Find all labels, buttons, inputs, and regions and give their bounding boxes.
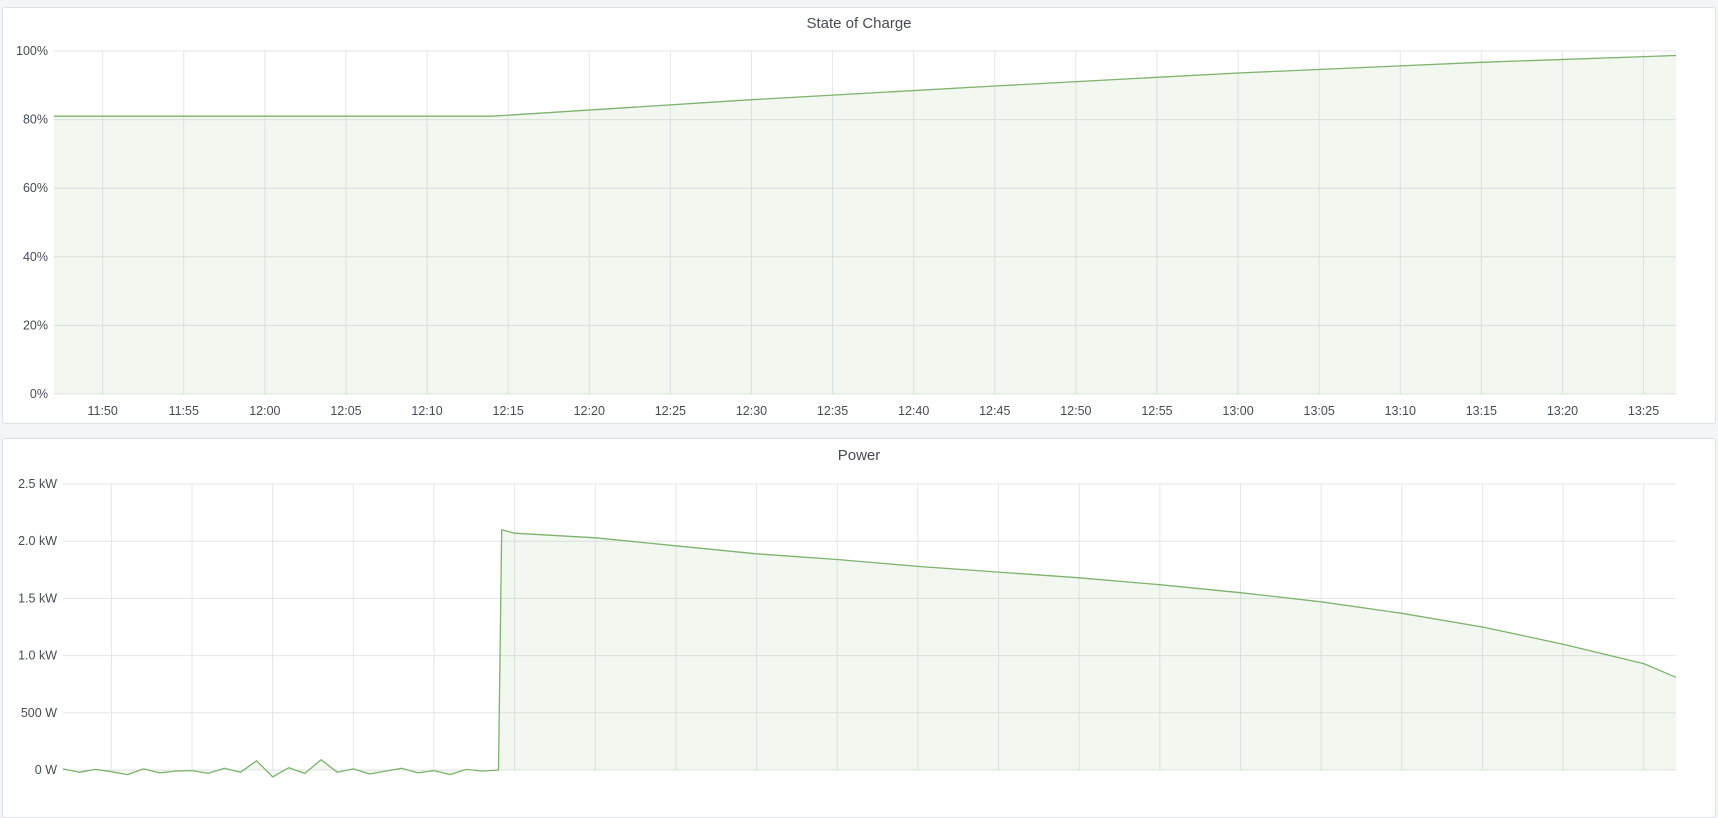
soc-panel: State of Charge 0% 20% 40% 60% 80% 100% 11:50 1… [2,7,1716,424]
x-tick-label: 13:15 [1466,404,1497,418]
y-tick-label: 20% [23,318,48,332]
y-tick-label: 2.0 kW [18,534,57,548]
power-chart: 0 W 500 W 1.0 kW 1.5 kW 2.0 kW 2.5 kW [18,477,1677,778]
x-tick-label: 12:15 [493,404,524,418]
soc-chart: 0% 20% 40% 60% 80% 100% 11:50 11:55 12:00 12:05 12… [16,44,1677,418]
x-tick-label: 12:10 [411,404,442,418]
x-tick-label: 11:50 [87,404,117,418]
x-tick-label: 12:30 [736,404,767,418]
y-tick-label: 1.5 kW [18,591,57,605]
y-tick-label: 0% [30,387,48,401]
x-tick-label: 11:55 [169,404,199,418]
y-tick-label: 80% [23,113,48,127]
series-area [54,55,1676,394]
y-tick-label: 500 W [21,706,57,720]
series-line [62,529,1677,778]
y-tick-label: 60% [23,181,48,195]
x-tick-label: 13:25 [1628,404,1659,418]
x-tick-label: 12:40 [898,404,929,418]
x-tick-label: 13:05 [1304,404,1335,418]
x-tick-label: 13:10 [1385,404,1416,418]
y-tick-label: 40% [23,250,48,264]
series-area [63,529,1676,777]
y-tick-label: 0 W [35,763,57,777]
power-panel: Power 0 W 500 W 1.0 kW 1.5 kW 2.0 kW 2.5 kW [2,438,1716,818]
power-panel-title[interactable]: Power [837,447,881,464]
series-line [54,54,1677,117]
x-tick-label: 12:55 [1141,404,1172,418]
x-tick-label: 12:50 [1060,404,1091,418]
x-tick-label: 13:20 [1547,404,1578,418]
x-tick-label: 12:25 [655,404,686,418]
x-tick-label: 12:05 [330,404,361,418]
y-tick-label: 1.0 kW [18,649,57,663]
y-tick-label: 2.5 kW [18,477,57,491]
y-tick-label: 100% [16,44,48,58]
x-tick-label: 12:45 [979,404,1010,418]
x-tick-label: 13:00 [1222,404,1253,418]
x-tick-label: 12:35 [817,404,848,418]
soc-panel-title[interactable]: State of Charge [806,15,912,32]
x-tick-label: 12:00 [249,404,280,418]
x-tick-label: 12:20 [574,404,605,418]
